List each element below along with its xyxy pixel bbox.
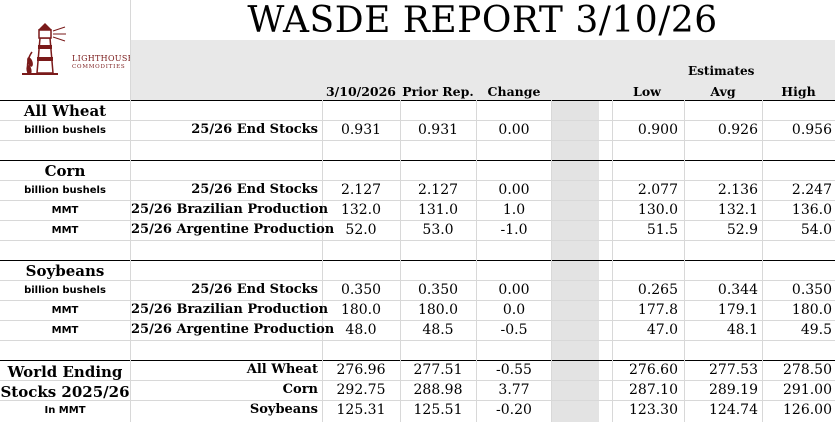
cell-change: -0.5 — [500, 322, 528, 338]
unit-label: billion bushels — [24, 125, 106, 136]
cell-prior: 125.51 — [413, 402, 463, 418]
col-header-low: Low — [633, 84, 661, 99]
unit-label: billion bushels — [24, 285, 106, 296]
cell-current: 2.127 — [340, 182, 382, 198]
logo-line2: COMMODITIES — [72, 64, 126, 70]
row-label: All Wheat — [246, 362, 318, 377]
cell-avg: 179.1 — [717, 302, 758, 318]
row-label: 25/26 Argentine Production — [131, 222, 335, 237]
cell-current: 180.0 — [340, 302, 382, 318]
cell-change: -0.20 — [496, 402, 532, 418]
cell-low: 0.265 — [637, 282, 678, 298]
lighthouse-logo: LIGHTHOUSE COMMODITIES — [18, 18, 133, 82]
cell-current: 0.350 — [340, 282, 382, 298]
cell-low: 276.60 — [629, 362, 678, 378]
cell-change: 0.00 — [498, 282, 530, 298]
unit-label: MMT — [51, 325, 79, 336]
cell-avg: 0.926 — [717, 122, 758, 138]
cell-high: 54.0 — [800, 222, 832, 238]
world-title-line2: Stocks 2025/26 — [0, 383, 130, 401]
cell-current: 0.931 — [340, 122, 382, 138]
col-header-change: Change — [487, 84, 541, 99]
cell-change: 3.77 — [498, 382, 530, 398]
col-header-high: High — [781, 84, 816, 99]
row-label: 25/26 End Stocks — [191, 282, 318, 297]
col-header-avg: Avg — [710, 84, 736, 99]
cell-low: 130.0 — [637, 202, 678, 218]
cell-current: 132.0 — [340, 202, 382, 218]
cell-current: 48.0 — [345, 322, 377, 338]
unit-label: billion bushels — [24, 185, 106, 196]
unit-label: MMT — [51, 205, 79, 216]
cell-low: 177.8 — [637, 302, 678, 318]
section-title-corn: Corn — [44, 162, 86, 180]
cell-prior: 288.98 — [413, 382, 463, 398]
cell-low: 123.30 — [629, 402, 678, 418]
row-label: 25/26 Brazilian Production — [131, 302, 329, 317]
cell-low: 0.900 — [637, 122, 678, 138]
cell-high: 0.350 — [791, 282, 832, 298]
cell-current: 52.0 — [345, 222, 377, 238]
cell-prior: 0.350 — [417, 282, 459, 298]
cell-high: 278.50 — [783, 362, 832, 378]
cell-change: 0.0 — [502, 302, 526, 318]
cell-high: 136.0 — [791, 202, 832, 218]
row-label: 25/26 Brazilian Production — [131, 202, 329, 217]
cell-high: 126.00 — [783, 402, 832, 418]
header-band — [130, 40, 835, 100]
row-label: Soybeans — [249, 402, 318, 417]
cell-avg: 277.53 — [709, 362, 758, 378]
cell-prior: 48.5 — [422, 322, 454, 338]
cell-prior: 0.931 — [417, 122, 459, 138]
cell-avg: 48.1 — [726, 322, 758, 338]
world-title-line1: World Ending — [7, 363, 123, 381]
cell-change: -1.0 — [500, 222, 528, 238]
cell-low: 287.10 — [629, 382, 678, 398]
cell-current: 125.31 — [336, 402, 386, 418]
cell-prior: 180.0 — [417, 302, 459, 318]
col-header-current: 3/10/2026 — [325, 84, 396, 99]
estimates-header: Estimates — [688, 64, 755, 78]
cell-change: 1.0 — [502, 202, 526, 218]
cell-avg: 0.344 — [717, 282, 758, 298]
lighthouse-icon — [22, 23, 66, 75]
cell-high: 2.247 — [791, 182, 832, 198]
cell-high: 49.5 — [800, 322, 832, 338]
unit-label: MMT — [51, 225, 79, 236]
cell-high: 180.0 — [791, 302, 832, 318]
cell-change: 0.00 — [498, 182, 530, 198]
cell-current: 276.96 — [336, 362, 386, 378]
cell-change: 0.00 — [498, 122, 530, 138]
report-title: WASDE REPORT 3/10/26 — [247, 0, 718, 41]
cell-high: 291.00 — [783, 382, 832, 398]
cell-avg: 2.136 — [717, 182, 758, 198]
cell-low: 2.077 — [637, 182, 678, 198]
cell-avg: 132.1 — [717, 202, 758, 218]
cell-prior: 277.51 — [413, 362, 463, 378]
cell-current: 292.75 — [336, 382, 386, 398]
cell-low: 47.0 — [646, 322, 678, 338]
cell-avg: 52.9 — [726, 222, 758, 238]
row-label: 25/26 Argentine Production — [131, 322, 335, 337]
cell-avg: 289.19 — [709, 382, 758, 398]
col-header-prior: Prior Rep. — [402, 84, 474, 99]
cell-high: 0.956 — [791, 122, 832, 138]
cell-prior: 53.0 — [422, 222, 454, 238]
world-unit: In MMT — [44, 405, 86, 416]
cell-low: 51.5 — [646, 222, 678, 238]
row-label: 25/26 End Stocks — [191, 122, 318, 137]
cell-prior: 2.127 — [417, 182, 459, 198]
row-label: 25/26 End Stocks — [191, 182, 318, 197]
separator-column — [551, 100, 599, 422]
row-label: Corn — [282, 382, 318, 397]
section-title-wheat: All Wheat — [23, 102, 107, 120]
cell-prior: 131.0 — [417, 202, 459, 218]
unit-label: MMT — [51, 305, 79, 316]
section-title-soybeans: Soybeans — [25, 262, 105, 280]
cell-change: -0.55 — [496, 362, 532, 378]
logo-text: LIGHTHOUSE COMMODITIES — [72, 54, 134, 72]
logo-line1: LIGHTHOUSE — [72, 54, 134, 63]
cell-avg: 124.74 — [709, 402, 758, 418]
